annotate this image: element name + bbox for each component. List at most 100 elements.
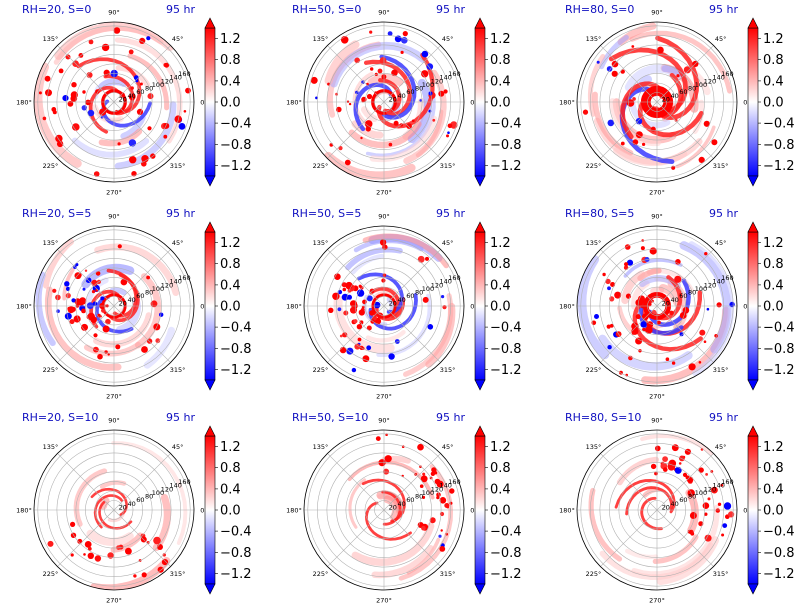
colorbar	[747, 231, 759, 381]
angle-tick-label: 135°	[43, 239, 59, 247]
colorbar-extend-max	[204, 425, 216, 437]
cell	[70, 521, 76, 527]
colorbar-tick-label: −0.4	[763, 525, 795, 540]
cell	[728, 511, 735, 518]
band	[351, 522, 435, 567]
cell	[146, 338, 153, 344]
cell	[113, 27, 121, 34]
colorbar-tick-label: 0.4	[490, 482, 511, 497]
angular-gridline	[327, 101, 385, 159]
angle-tick-label: 180°	[559, 507, 575, 515]
radial-tick-label: 100	[695, 81, 707, 89]
angular-gridline	[327, 45, 385, 103]
cell	[328, 307, 334, 313]
angle-tick-label: 315°	[440, 366, 456, 374]
radial-tick-label: 60	[406, 496, 414, 504]
cell	[75, 263, 79, 267]
panel-title: RH=80, S=10	[565, 411, 642, 424]
band	[383, 495, 400, 521]
angle-tick-label: 270°	[376, 189, 392, 197]
radial-tick-label: 60	[406, 292, 414, 300]
cell	[626, 259, 634, 266]
panel-title: RH=50, S=10	[292, 411, 369, 424]
radial-tick-label: 140	[169, 482, 181, 490]
cell	[635, 314, 641, 320]
angular-gridline	[113, 509, 171, 567]
cell	[702, 502, 710, 509]
polar-frame	[33, 429, 195, 591]
cell	[611, 60, 619, 68]
cell	[377, 68, 383, 74]
cell	[671, 361, 676, 365]
band	[613, 147, 688, 167]
panel-time-label: 95 hr	[436, 3, 465, 16]
band	[617, 305, 636, 334]
cell	[594, 314, 599, 319]
cell	[130, 86, 134, 90]
cell	[357, 337, 362, 342]
angle-tick-label: 180°	[559, 99, 575, 107]
angle-tick-label: 0°	[470, 99, 477, 107]
cell	[704, 512, 708, 516]
band	[44, 286, 122, 371]
colorbar-tick-label: −0.4	[763, 117, 795, 132]
cell	[679, 332, 684, 337]
angle-tick-label: 90°	[108, 9, 120, 17]
radial-tick-label: 120	[431, 281, 443, 289]
cell	[436, 480, 444, 488]
cell	[439, 497, 447, 504]
colorbar-extend-min	[474, 379, 486, 391]
angle-tick-label: 0°	[470, 507, 477, 515]
colorbar-tick-label: 0.4	[490, 278, 511, 293]
angle-tick-label: 270°	[649, 189, 665, 197]
colorbar-tick-label: −1.2	[220, 567, 252, 582]
band	[631, 504, 720, 577]
cell	[91, 290, 96, 294]
colorbar-tick-label: 0.0	[220, 300, 241, 315]
cell	[432, 118, 436, 122]
colorbar-tick-label: −0.8	[490, 546, 522, 561]
cell	[651, 111, 659, 118]
cell	[421, 70, 429, 78]
angle-tick-label: 135°	[586, 239, 602, 247]
cell	[99, 108, 107, 116]
colorbar-tick-label: −1.2	[490, 567, 522, 582]
radial-tick-label: 140	[712, 74, 724, 82]
cell	[366, 295, 373, 302]
cell	[626, 99, 635, 107]
cell	[87, 546, 92, 551]
radial-tick-label: 60	[679, 496, 687, 504]
cell	[332, 292, 340, 300]
radial-tick-label: 160	[178, 70, 190, 78]
band	[348, 478, 367, 529]
angle-tick-label: 0°	[743, 99, 750, 107]
cell	[354, 343, 361, 350]
colorbar-tick-label: −0.8	[763, 342, 795, 357]
cell	[364, 120, 373, 128]
cell	[447, 123, 453, 129]
cell	[58, 68, 64, 74]
cell	[78, 297, 87, 305]
panel-0: RH=20, S=0 95 hr 20 40 60 80 100 120 140 160 0° 45°…	[0, 0, 266, 204]
anomaly-field	[328, 233, 456, 377]
radial-tick-label: 60	[679, 292, 687, 300]
polar-frame	[33, 225, 195, 387]
radial-tick-label: 100	[152, 285, 164, 293]
cell	[379, 57, 387, 64]
cell	[707, 497, 711, 501]
colorbar-tick-label: 0.4	[763, 74, 784, 89]
colorbar-tick-label: 0.0	[490, 504, 511, 519]
cell	[55, 294, 61, 301]
colorbar-tick-label: 0.4	[490, 74, 511, 89]
band	[624, 548, 659, 560]
cell	[71, 82, 77, 88]
cell	[669, 310, 674, 316]
cell	[339, 334, 343, 338]
cell	[139, 37, 146, 45]
angle-tick-label: 180°	[16, 303, 32, 311]
cell	[624, 262, 629, 267]
cell	[645, 326, 653, 334]
